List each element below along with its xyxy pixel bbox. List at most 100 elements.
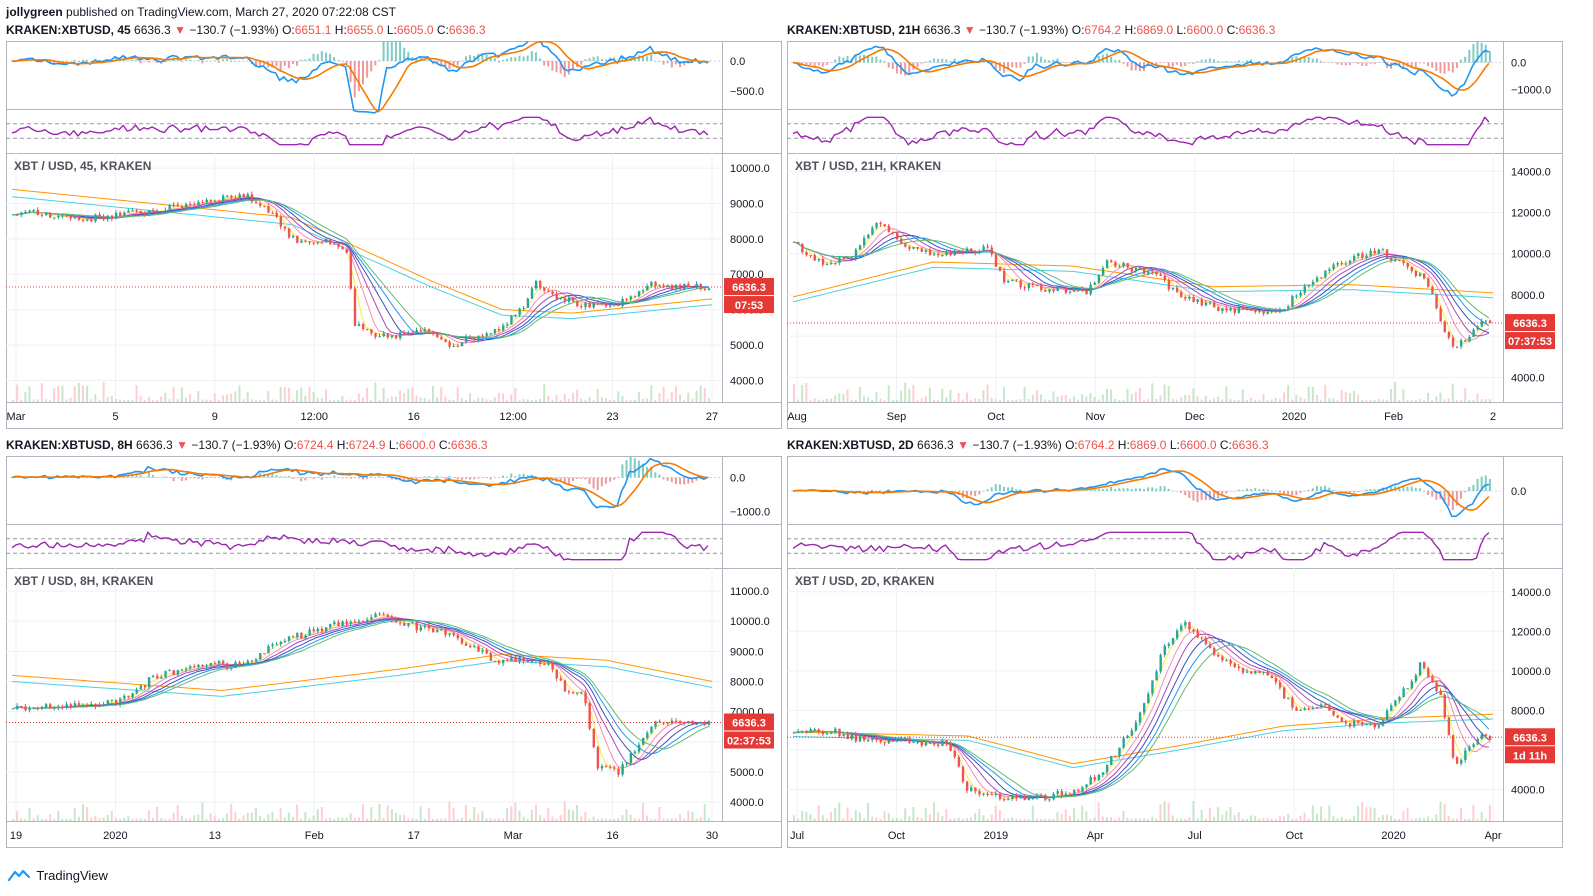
candle-body [854,734,858,742]
candle-body [965,781,969,791]
candle-body [250,660,254,662]
macd-histogram-bar [703,60,706,61]
chart-panel-bl[interactable]: 11000.010000.09000.08000.07000.06000.050… [6,456,782,848]
time-tick-label: Oct [987,411,1004,423]
volume-bar [1188,817,1191,821]
volume-bar [444,396,447,402]
candle-body [1171,638,1175,645]
candle-body [1023,287,1026,289]
macd-histogram-bar [444,61,447,66]
candle-body [1221,308,1224,312]
chart-panel-tr[interactable]: 14000.012000.010000.08000.06000.04000.0X… [787,41,1563,429]
rsi-line [792,116,1490,146]
volume-bar [271,811,274,821]
volume-bar [1048,818,1051,821]
candle-body [1353,255,1356,261]
macd-histogram-bar [143,476,146,478]
candle-body [1217,654,1220,657]
candle-body [283,226,287,229]
macd-histogram-bar [456,61,459,66]
candle-body [1143,703,1146,713]
macd-histogram-bar [953,58,956,63]
candle-body [1324,704,1327,706]
macd-histogram-bar [1344,62,1347,66]
candle-body [592,302,595,308]
macd-histogram-bar [1381,62,1384,63]
macd-histogram-bar [1357,491,1360,492]
volume-bar [127,399,130,402]
candle-body [637,291,641,297]
volume-bar [609,818,612,821]
volume-bar [254,807,257,821]
macd-histogram-bar [1015,62,1018,68]
macd-histogram-bar [147,472,150,478]
volume-bar [1159,395,1162,402]
volume-bar [825,818,828,821]
candle-body [69,704,73,707]
macd-tick-label: −500.0 [730,86,764,98]
tradingview-footer[interactable]: TradingView [8,868,108,883]
candle-body [1040,794,1043,796]
macd-histogram-bar [642,56,644,61]
price-tick-label: 12000.0 [1511,208,1551,220]
candle-body [452,633,455,636]
candle-body [658,285,661,287]
macd-histogram-bar [399,41,402,61]
volume-bar [1283,816,1285,821]
candle-body [1270,310,1274,312]
candle-body [1480,734,1484,739]
macd-histogram-bar [1241,490,1244,491]
candle-body [588,703,591,729]
candle-body [891,231,895,233]
candle-body [24,706,27,711]
macd-histogram-bar [1402,485,1405,491]
volume-bar [197,391,200,402]
candle-body [592,728,595,748]
macd-histogram-bar [1217,491,1220,499]
volume-bar [32,818,35,821]
volume-bar [1229,399,1232,402]
macd-histogram-bar [1143,489,1145,491]
volume-bar [152,399,154,402]
volume-bar [559,815,562,821]
chart-panel-tl[interactable]: 10000.09000.08000.07000.06000.05000.0400… [6,41,782,429]
candle-body [679,284,682,290]
macd-histogram-bar [209,61,212,62]
volume-bar [854,399,857,402]
candle-body [320,242,324,244]
candle-body [1287,697,1290,699]
volume-bar [1307,386,1310,402]
candle-body [1468,336,1471,342]
candle-body [1192,629,1195,632]
volume-bar [176,398,179,402]
macd-histogram-bar [1188,491,1191,499]
open-value: 6764.2 [1084,23,1122,37]
volume-bar [399,815,402,821]
time-tick-label: 12:00 [301,411,329,423]
slow-ma-orange [792,713,1494,765]
candle-body [489,333,493,335]
candle-body [77,217,81,220]
macd-histogram-bar [1262,488,1265,491]
macd-histogram-bar [139,61,142,64]
candle-body [813,255,816,261]
volume-bar [1451,383,1454,402]
candle-body [1381,249,1385,251]
volume-bar [156,399,159,402]
author-name[interactable]: jollygreen [6,5,63,19]
chart-panel-br[interactable]: 14000.012000.010000.08000.06000.04000.0X… [787,456,1563,848]
macd-histogram-bar [135,59,138,61]
macd-histogram-bar [1110,56,1113,63]
volume-bar [547,807,550,821]
volume-bar [658,806,661,821]
volume-bar [432,818,434,821]
volume-bar [642,398,644,402]
macd-histogram-bar [222,477,224,479]
volume-bar [1073,396,1075,402]
candle-body [953,750,956,758]
volume-bar [875,817,878,821]
volume-bar [933,802,935,821]
macd-histogram-bar [825,62,828,65]
macd-histogram-bar [588,58,591,61]
macd-histogram-bar [382,477,385,478]
